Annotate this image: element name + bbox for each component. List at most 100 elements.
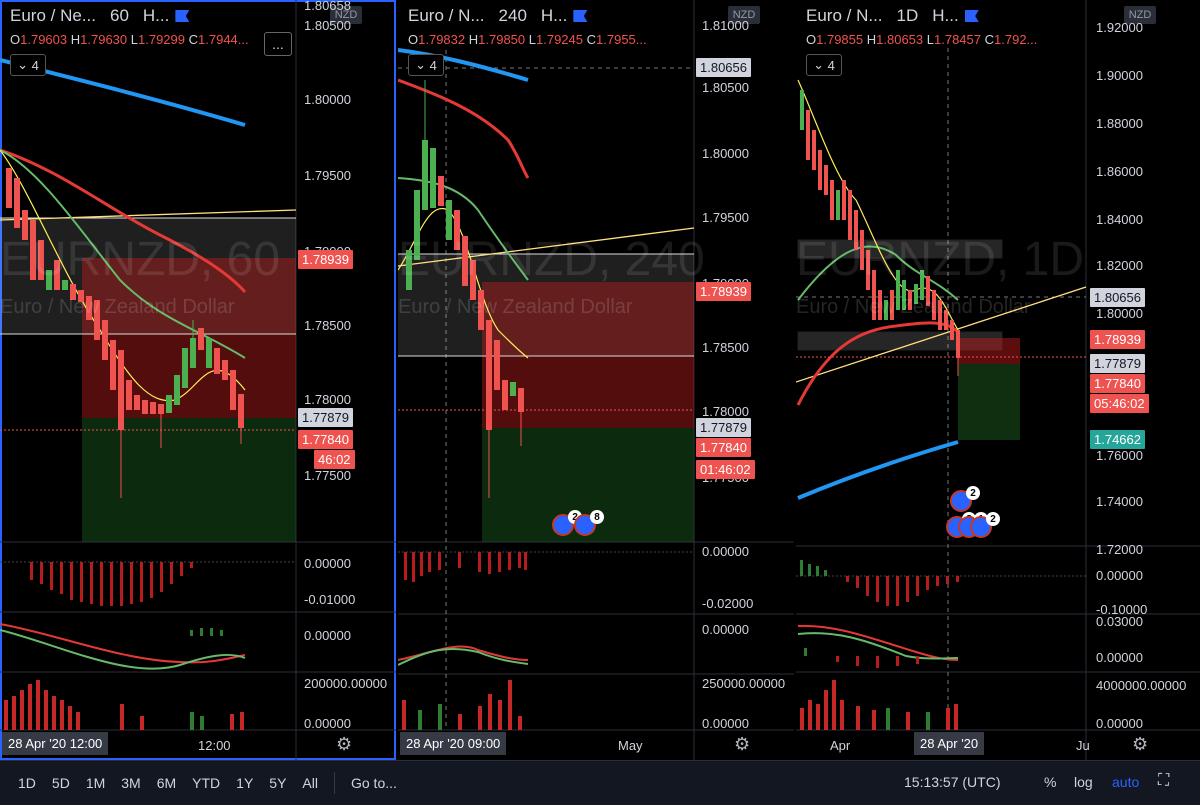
indicator-label: -0.02000 [702,596,754,611]
price-label: 1.77500 [304,468,351,483]
price-label: 1.79500 [304,168,351,183]
indicator-label: 250000.00000 [702,676,786,691]
ma-red [0,148,247,293]
histogram-1 [0,561,296,606]
price-label: 1.80000 [1096,306,1143,321]
price-label: 1.82000 [1096,258,1143,273]
range-6m-button[interactable]: 6M [156,775,177,791]
symbol-name: Euro / N... [408,6,485,25]
range-5d-button[interactable]: 5D [51,775,70,791]
indicator-label: 0.00000 [702,544,749,559]
last-price-tag: 1.77840 [1090,374,1145,393]
countdown-tag: 01:46:02 [696,460,755,479]
price-tag: 1.74662 [1090,430,1145,449]
time-label: 12:00 [198,738,231,753]
price-label: 1.86000 [1096,164,1143,179]
goto-button[interactable]: Go to... [350,775,397,791]
gear-icon[interactable]: ⚙ [336,734,353,754]
price-tag: 1.78939 [696,282,751,301]
stop-loss-zone [82,258,296,418]
economic-event-icon[interactable]: 8 [574,510,604,536]
countdown-tag: 46:02 [314,450,355,469]
indicator-label: 0.00000 [1096,650,1143,665]
price-tag: 1.80656 [696,58,751,77]
collapse-indicators-button[interactable]: ⌄ 4 [10,54,46,76]
range-1y-button[interactable]: 1Y [236,775,254,791]
price-tag: 1.77879 [1090,354,1145,373]
flag-icon[interactable] [175,10,190,22]
price-label: 1.74000 [1096,494,1143,509]
economic-event-icon[interactable]: 2 [552,510,582,536]
last-price-tag: 1.77840 [298,430,353,449]
indicator-label: 200000.00000 [304,676,388,691]
gear-icon[interactable]: ⚙ [1132,734,1149,754]
range-1d-button[interactable]: 1D [18,775,36,791]
ohlc-legend: O1.79603 H1.79630 L1.79299 C1.7944... [10,32,249,47]
range-1m-button[interactable]: 1M [85,775,106,791]
price-label: 1.80000 [702,146,749,161]
chart-canvas[interactable] [796,0,1200,760]
symbol-watermark-sub: Euro / New Zealand Dollar [796,296,1031,318]
fullscreen-icon[interactable]: ⛶ [1158,772,1170,789]
time-highlight: 28 Apr '20 [914,732,985,755]
chart-canvas[interactable] [398,0,794,760]
price-tag: 1.78939 [1090,330,1145,349]
interval: 60 [109,6,129,25]
price-label: 1.80658 [304,0,351,13]
economic-event-icon[interactable]: 2 [970,512,1000,538]
indicator-label: 0.00000 [304,628,351,643]
candles [6,168,244,498]
chart-pane-60[interactable]: EURNZD, 60 Euro / New Zealand Dollar Eur… [0,0,396,760]
pane-title[interactable]: Euro / N... 1D H... [806,6,979,26]
currency-badge[interactable]: NZD [1124,6,1156,24]
range-ytd-button[interactable]: YTD [192,775,221,791]
price-tag: 1.78939 [298,250,353,269]
price-label: 1.80500 [304,18,351,33]
time-label: Apr [830,738,851,753]
price-tag: 1.77879 [696,418,751,437]
chart-pane-240[interactable]: EURNZD, 240 Euro / New Zealand Dollar Eu… [398,0,794,760]
flag-icon[interactable] [573,10,588,22]
collapse-indicators-button[interactable]: ⌄ 4 [408,54,444,76]
indicator-label: 0.00000 [702,622,749,637]
chart-canvas[interactable] [0,0,396,760]
utc-clock[interactable]: 15:13:57 (UTC) [904,774,1001,790]
countdown-tag: 05:46:02 [1090,394,1149,413]
symbol-watermark-sub: Euro / New Zealand Dollar [0,296,235,318]
symbol-name: Euro / N... [806,6,883,25]
ohlc-legend: O1.79855 H1.80653 L1.78457 C1.792... [806,32,1038,47]
log-toggle[interactable]: log [1074,774,1093,790]
ma-yellow [0,149,246,402]
price-label: 1.84000 [1096,212,1143,227]
collapse-indicators-button[interactable]: ⌄ 4 [806,54,842,76]
chart-style: H... [932,6,959,25]
symbol-watermark: EURNZD, 1D [796,233,1085,286]
auto-toggle[interactable]: auto [1112,774,1140,790]
indicator-label: 0.00000 [304,716,351,731]
range-all-button[interactable]: All [302,775,318,791]
currency-badge[interactable]: NZD [330,6,362,24]
interval: 1D [896,6,919,25]
currency-badge[interactable]: NZD [728,6,760,24]
chevron-down-icon: ⌄ [415,57,427,72]
indicator-label: -0.10000 [1096,602,1148,617]
divider [333,772,335,794]
time-highlight: 28 Apr '20 09:00 [400,732,507,755]
pane-title[interactable]: Euro / Ne... 60 H... [10,6,190,26]
indicator-label: 0.00000 [1096,568,1143,583]
flag-icon[interactable] [964,10,979,22]
pane-title[interactable]: Euro / N... 240 H... [408,6,588,26]
price-label: 1.81000 [702,18,749,33]
chart-pane-1d[interactable]: EURNZD, 1D Euro / New Zealand Dollar Eur… [796,0,1200,760]
price-label: 1.78000 [702,404,749,419]
symbol-watermark-sub: Euro / New Zealand Dollar [398,296,633,318]
indicator-label: -0.01000 [304,592,356,607]
economic-event-icon[interactable]: 2 [950,486,980,512]
gear-icon[interactable]: ⚙ [734,734,751,754]
range-5y-button[interactable]: 5Y [269,775,287,791]
range-3m-button[interactable]: 3M [121,775,141,791]
price-label: 1.90000 [1096,68,1143,83]
more-options-button[interactable]: ... [264,32,292,56]
percent-toggle[interactable]: % [1044,774,1057,790]
time-label: May [618,738,643,753]
